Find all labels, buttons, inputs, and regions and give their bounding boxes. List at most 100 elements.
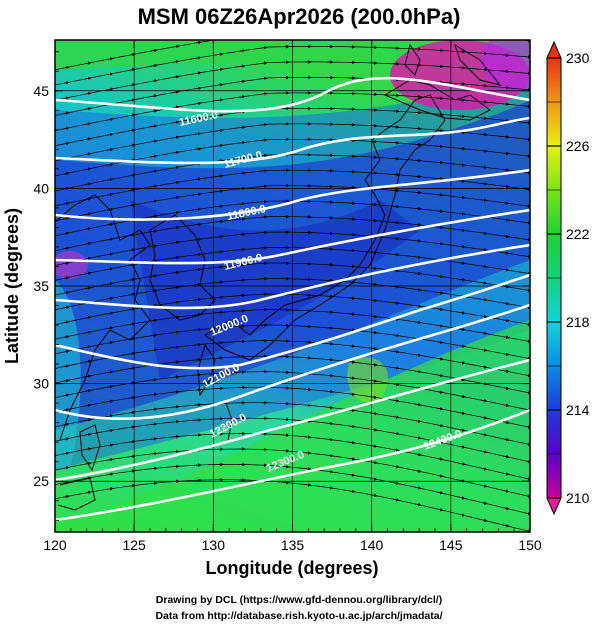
wind-arrow — [392, 349, 400, 354]
wind-arrow — [458, 428, 466, 432]
wind-arrow — [84, 447, 92, 451]
wind-arrow — [458, 228, 466, 232]
wind-arrow — [348, 280, 356, 285]
wind-arrow — [62, 216, 70, 221]
wind-arrow — [150, 139, 158, 143]
wind-arrow — [326, 486, 334, 490]
wind-arrow — [480, 518, 488, 523]
wind-arrow — [304, 403, 312, 408]
wind-arrow — [524, 425, 530, 429]
wind-arrow — [216, 159, 224, 163]
wind-arrow — [304, 451, 312, 455]
wind-arrow — [216, 265, 224, 269]
wind-arrow — [436, 225, 444, 230]
x-tick-label: 135 — [281, 537, 305, 553]
x-axis-label: Longitude (degrees) — [205, 558, 378, 578]
wind-arrow — [392, 268, 400, 273]
wind-arrow — [436, 340, 444, 344]
wind-arrow — [106, 192, 114, 197]
wind-arrow — [216, 52, 224, 56]
wind-arrow — [502, 403, 510, 407]
wind-arrow — [414, 255, 422, 259]
wind-arrow — [304, 483, 312, 487]
wind-arrow — [84, 76, 92, 81]
wind-arrow — [62, 349, 70, 354]
wind-arrow — [414, 223, 422, 227]
wind-arrow — [480, 132, 488, 137]
wind-arrow — [502, 184, 510, 189]
x-tick-label: 140 — [360, 537, 384, 553]
wind-arrow — [392, 188, 400, 193]
wind-arrow — [172, 285, 180, 290]
colorbar-ticks: 210 214 218 222 226 230 — [547, 50, 590, 506]
wind-arrow — [150, 466, 158, 471]
wind-arrow — [238, 79, 246, 84]
wind-arrow — [106, 87, 114, 91]
wind-arrow — [524, 237, 530, 242]
wind-arrow — [524, 55, 530, 59]
wind-arrow — [62, 261, 70, 265]
wind-arrow — [238, 64, 246, 68]
wind-arrow — [172, 59, 180, 64]
wind-arrow — [194, 147, 202, 151]
wind-arrow — [502, 523, 510, 528]
wind-arrow — [238, 156, 246, 160]
wind-arrow — [62, 111, 70, 115]
wind-arrow — [150, 169, 158, 174]
wind-arrow — [172, 120, 180, 125]
x-tick-label: 120 — [43, 537, 67, 553]
wind-arrow — [106, 296, 114, 301]
wind-arrow — [106, 428, 114, 433]
wind-arrow — [106, 414, 114, 418]
wind-arrow — [172, 360, 180, 364]
wind-arrow — [62, 422, 70, 427]
wind-arrow — [392, 220, 400, 225]
y-axis: 25 30 35 40 45 — [33, 51, 530, 521]
wind-arrow — [194, 342, 202, 347]
wind-arrow — [194, 132, 202, 136]
wind-arrow — [150, 318, 158, 323]
wind-arrow — [436, 357, 444, 361]
wind-arrow — [348, 440, 356, 445]
wind-arrow — [480, 298, 488, 302]
wind-arrow — [436, 274, 444, 279]
colorbar-tick-label: 218 — [566, 314, 590, 330]
wind-arrow — [414, 304, 422, 308]
wind-arrow — [414, 158, 422, 163]
wind-arrow — [524, 187, 530, 192]
wind-arrow — [326, 357, 334, 362]
wind-arrow — [216, 83, 224, 87]
colorbar-tick-label: 230 — [566, 50, 590, 66]
wind-arrow — [216, 174, 224, 178]
wind-arrow — [436, 144, 444, 149]
wind-arrow — [150, 451, 158, 456]
wind-arrow — [458, 244, 466, 249]
wind-arrow — [194, 56, 202, 60]
wind-arrow — [502, 102, 510, 106]
wind-arrow — [194, 222, 202, 227]
wind-arrow — [194, 207, 202, 212]
wind-arrow — [194, 86, 202, 91]
wind-arrow — [62, 96, 70, 100]
wind-arrow — [414, 353, 422, 357]
wind-arrow — [84, 61, 92, 65]
wind-arrow — [238, 171, 246, 175]
wind-arrow — [216, 67, 224, 72]
wind-arrow — [524, 494, 530, 498]
wind-arrow — [172, 165, 180, 170]
wind-arrow — [392, 464, 400, 469]
wind-arrow — [458, 344, 466, 348]
wind-arrow — [238, 95, 246, 99]
colorbar-tick-label: 214 — [566, 402, 590, 418]
wind-arrow — [84, 315, 92, 320]
wind-arrow — [150, 63, 158, 68]
wind-arrow — [62, 408, 70, 412]
wind-arrow — [480, 181, 488, 186]
wind-arrow — [106, 252, 114, 256]
wind-arrow — [326, 421, 334, 426]
wind-arrow — [458, 327, 466, 332]
wind-arrow — [150, 229, 158, 233]
wind-arrow — [502, 369, 510, 373]
wind-arrow — [238, 263, 246, 267]
